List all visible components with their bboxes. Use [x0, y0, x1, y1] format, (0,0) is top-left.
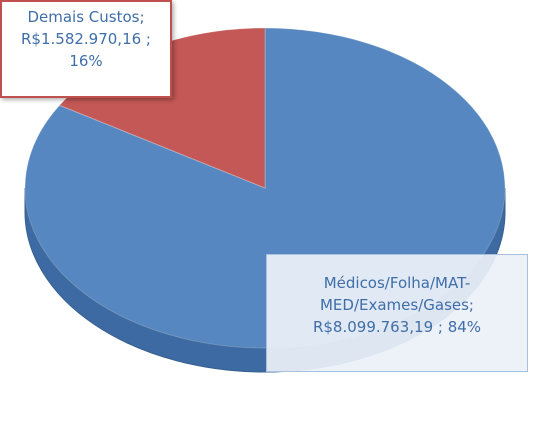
value-label: R$1.582.970,16 ; 16% [21, 30, 151, 70]
data-label-box: Demais Custos; R$1.582.970,16 ; 16% [0, 0, 172, 98]
data-label-box: Médicos/Folha/MAT-MED/Exames/Gases; R$8.… [266, 254, 528, 372]
category-label: Demais Custos; [27, 8, 145, 26]
value-label: R$8.099.763,19 ; 84% [312, 318, 482, 336]
category-label: Médicos/Folha/MAT-MED/Exames/Gases; [319, 274, 474, 314]
